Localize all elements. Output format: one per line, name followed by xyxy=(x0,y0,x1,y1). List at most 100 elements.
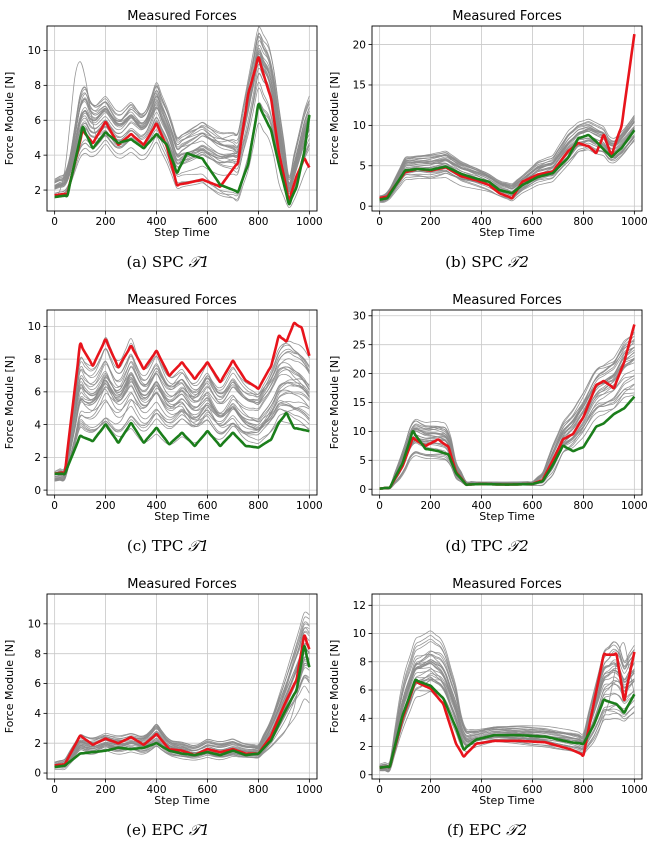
plot-frame xyxy=(371,25,643,212)
y-tick-label-1: 5 xyxy=(359,455,366,467)
x-tick-label-4: 800 xyxy=(248,784,268,796)
y-tick-label-2: 4 xyxy=(359,713,366,725)
grey-series-line-24 xyxy=(54,631,310,766)
x-tick-label-4: 800 xyxy=(573,500,593,512)
y-tick-label-0: 0 xyxy=(359,484,366,496)
chart-title: Measured Forces xyxy=(452,9,562,24)
caption-f-math: 𝒯2 xyxy=(506,821,528,839)
x-tick-label-5: 1000 xyxy=(296,500,323,512)
grey-series-line-28 xyxy=(54,389,310,482)
grey-series-group xyxy=(54,26,310,208)
x-tick-label-1: 200 xyxy=(96,216,116,228)
x-tick-label-0: 0 xyxy=(51,500,58,512)
green-series-line xyxy=(54,644,311,769)
red-series-line xyxy=(379,33,636,200)
green-series-line xyxy=(54,411,310,476)
x-tick-label-0: 0 xyxy=(51,784,58,796)
grey-series-line-29 xyxy=(54,626,310,765)
x-axis-label: Step Time xyxy=(154,510,210,523)
y-tick-label-0: 0 xyxy=(359,201,366,213)
grey-series-line-24 xyxy=(379,120,635,197)
chart-panel-d: 0 200 400 600 800 1000 0 5 10 15 20 25 30 Measured Fo… xyxy=(328,293,647,523)
y-tick-label-0: 2 xyxy=(34,185,41,197)
grey-series-group xyxy=(54,337,310,482)
x-tick-label-0: 0 xyxy=(51,216,58,228)
caption-b-prefix: (b) SPC xyxy=(445,253,504,271)
chart-panel-f: 0 200 400 600 800 1000 0 2 4 6 8 10 12 Measured Force… xyxy=(328,577,647,807)
grey-series-line-21 xyxy=(54,698,310,768)
x-tick-label-1: 200 xyxy=(96,500,116,512)
y-axis-label: Force Module [N] xyxy=(3,640,16,734)
caption-d-prefix: (d) TPC xyxy=(445,537,503,555)
x-tick-label-0: 0 xyxy=(376,784,383,796)
x-axis-label: Step Time xyxy=(154,794,210,807)
grey-series-line-18 xyxy=(379,340,635,489)
x-tick-label-1: 200 xyxy=(421,784,441,796)
x-tick-label-5: 1000 xyxy=(621,500,647,512)
grey-series-line-18 xyxy=(54,365,310,480)
grey-series-line-27 xyxy=(54,360,310,475)
red-series-line xyxy=(54,321,311,476)
y-tick-label-6: 12 xyxy=(353,600,366,612)
caption-f: (f) EPC 𝒯2 xyxy=(327,821,647,839)
y-axis-label: Force Module [N] xyxy=(328,640,341,734)
x-tick-label-4: 800 xyxy=(573,216,593,228)
x-tick-label-3: 600 xyxy=(522,216,542,228)
green-series-line xyxy=(379,395,636,490)
grey-series-line-26 xyxy=(54,375,310,482)
y-axis-label: Force Module [N] xyxy=(328,72,341,166)
grey-series-line-20 xyxy=(54,47,310,190)
plot-frame xyxy=(46,593,318,780)
y-tick-label-6: 30 xyxy=(353,310,366,322)
grey-series-line-18 xyxy=(54,36,310,186)
grey-series-line-6 xyxy=(379,351,635,490)
red-series-line xyxy=(379,651,636,769)
x-tick-label-2: 400 xyxy=(472,216,492,228)
x-tick-label-5: 1000 xyxy=(296,216,323,228)
y-tick-label-5: 10 xyxy=(28,321,41,333)
grey-series-line-25 xyxy=(379,346,635,489)
grey-series-group xyxy=(379,331,635,490)
y-tick-label-1: 4 xyxy=(34,150,41,162)
y-tick-label-0: 0 xyxy=(34,768,41,780)
grey-series-line-17 xyxy=(54,342,310,475)
y-tick-label-3: 8 xyxy=(34,80,41,92)
y-tick-label-3: 6 xyxy=(34,678,41,690)
plot-frame xyxy=(46,309,318,496)
x-tick-label-3: 600 xyxy=(197,784,217,796)
x-tick-label-4: 800 xyxy=(248,216,268,228)
x-axis-label: Step Time xyxy=(479,226,535,239)
grey-series-line-15 xyxy=(379,119,635,198)
y-tick-label-2: 10 xyxy=(353,426,366,438)
grey-series-line-23 xyxy=(54,373,310,478)
x-tick-label-5: 1000 xyxy=(296,784,323,796)
grey-series-line-22 xyxy=(379,652,635,766)
chart-panel-b: 0 200 400 600 800 1000 0 5 10 15 20 Measured Forces… xyxy=(328,9,647,239)
caption-d-math: 𝒯2 xyxy=(507,537,529,555)
y-tick-label-2: 4 xyxy=(34,419,41,431)
y-tick-label-1: 2 xyxy=(34,452,41,464)
chart-title: Measured Forces xyxy=(127,293,237,308)
red-series-line xyxy=(54,56,311,202)
grey-series-line-20 xyxy=(54,373,310,478)
x-axis-label: Step Time xyxy=(479,510,535,523)
caption-c-math: 𝒯1 xyxy=(188,537,210,555)
y-tick-label-3: 6 xyxy=(359,685,366,697)
plot-frame xyxy=(46,25,318,212)
grey-series-line-29 xyxy=(379,653,635,768)
caption-e-math: 𝒯1 xyxy=(188,821,210,839)
grey-series-line-22 xyxy=(54,344,310,474)
y-tick-label-2: 10 xyxy=(353,120,366,132)
x-tick-label-2: 400 xyxy=(147,216,167,228)
grey-series-line-29 xyxy=(54,102,310,200)
grey-series-line-24 xyxy=(379,346,635,489)
grey-series-line-27 xyxy=(54,58,310,193)
x-tick-label-3: 600 xyxy=(522,784,542,796)
x-tick-label-2: 400 xyxy=(472,500,492,512)
green-series-line xyxy=(379,678,636,769)
y-tick-label-4: 20 xyxy=(353,368,366,380)
grey-series-line-26 xyxy=(379,352,635,490)
caption-d: (d) TPC 𝒯2 xyxy=(327,537,647,555)
grey-series-line-18 xyxy=(54,667,310,767)
grey-series-line-5 xyxy=(379,338,635,489)
